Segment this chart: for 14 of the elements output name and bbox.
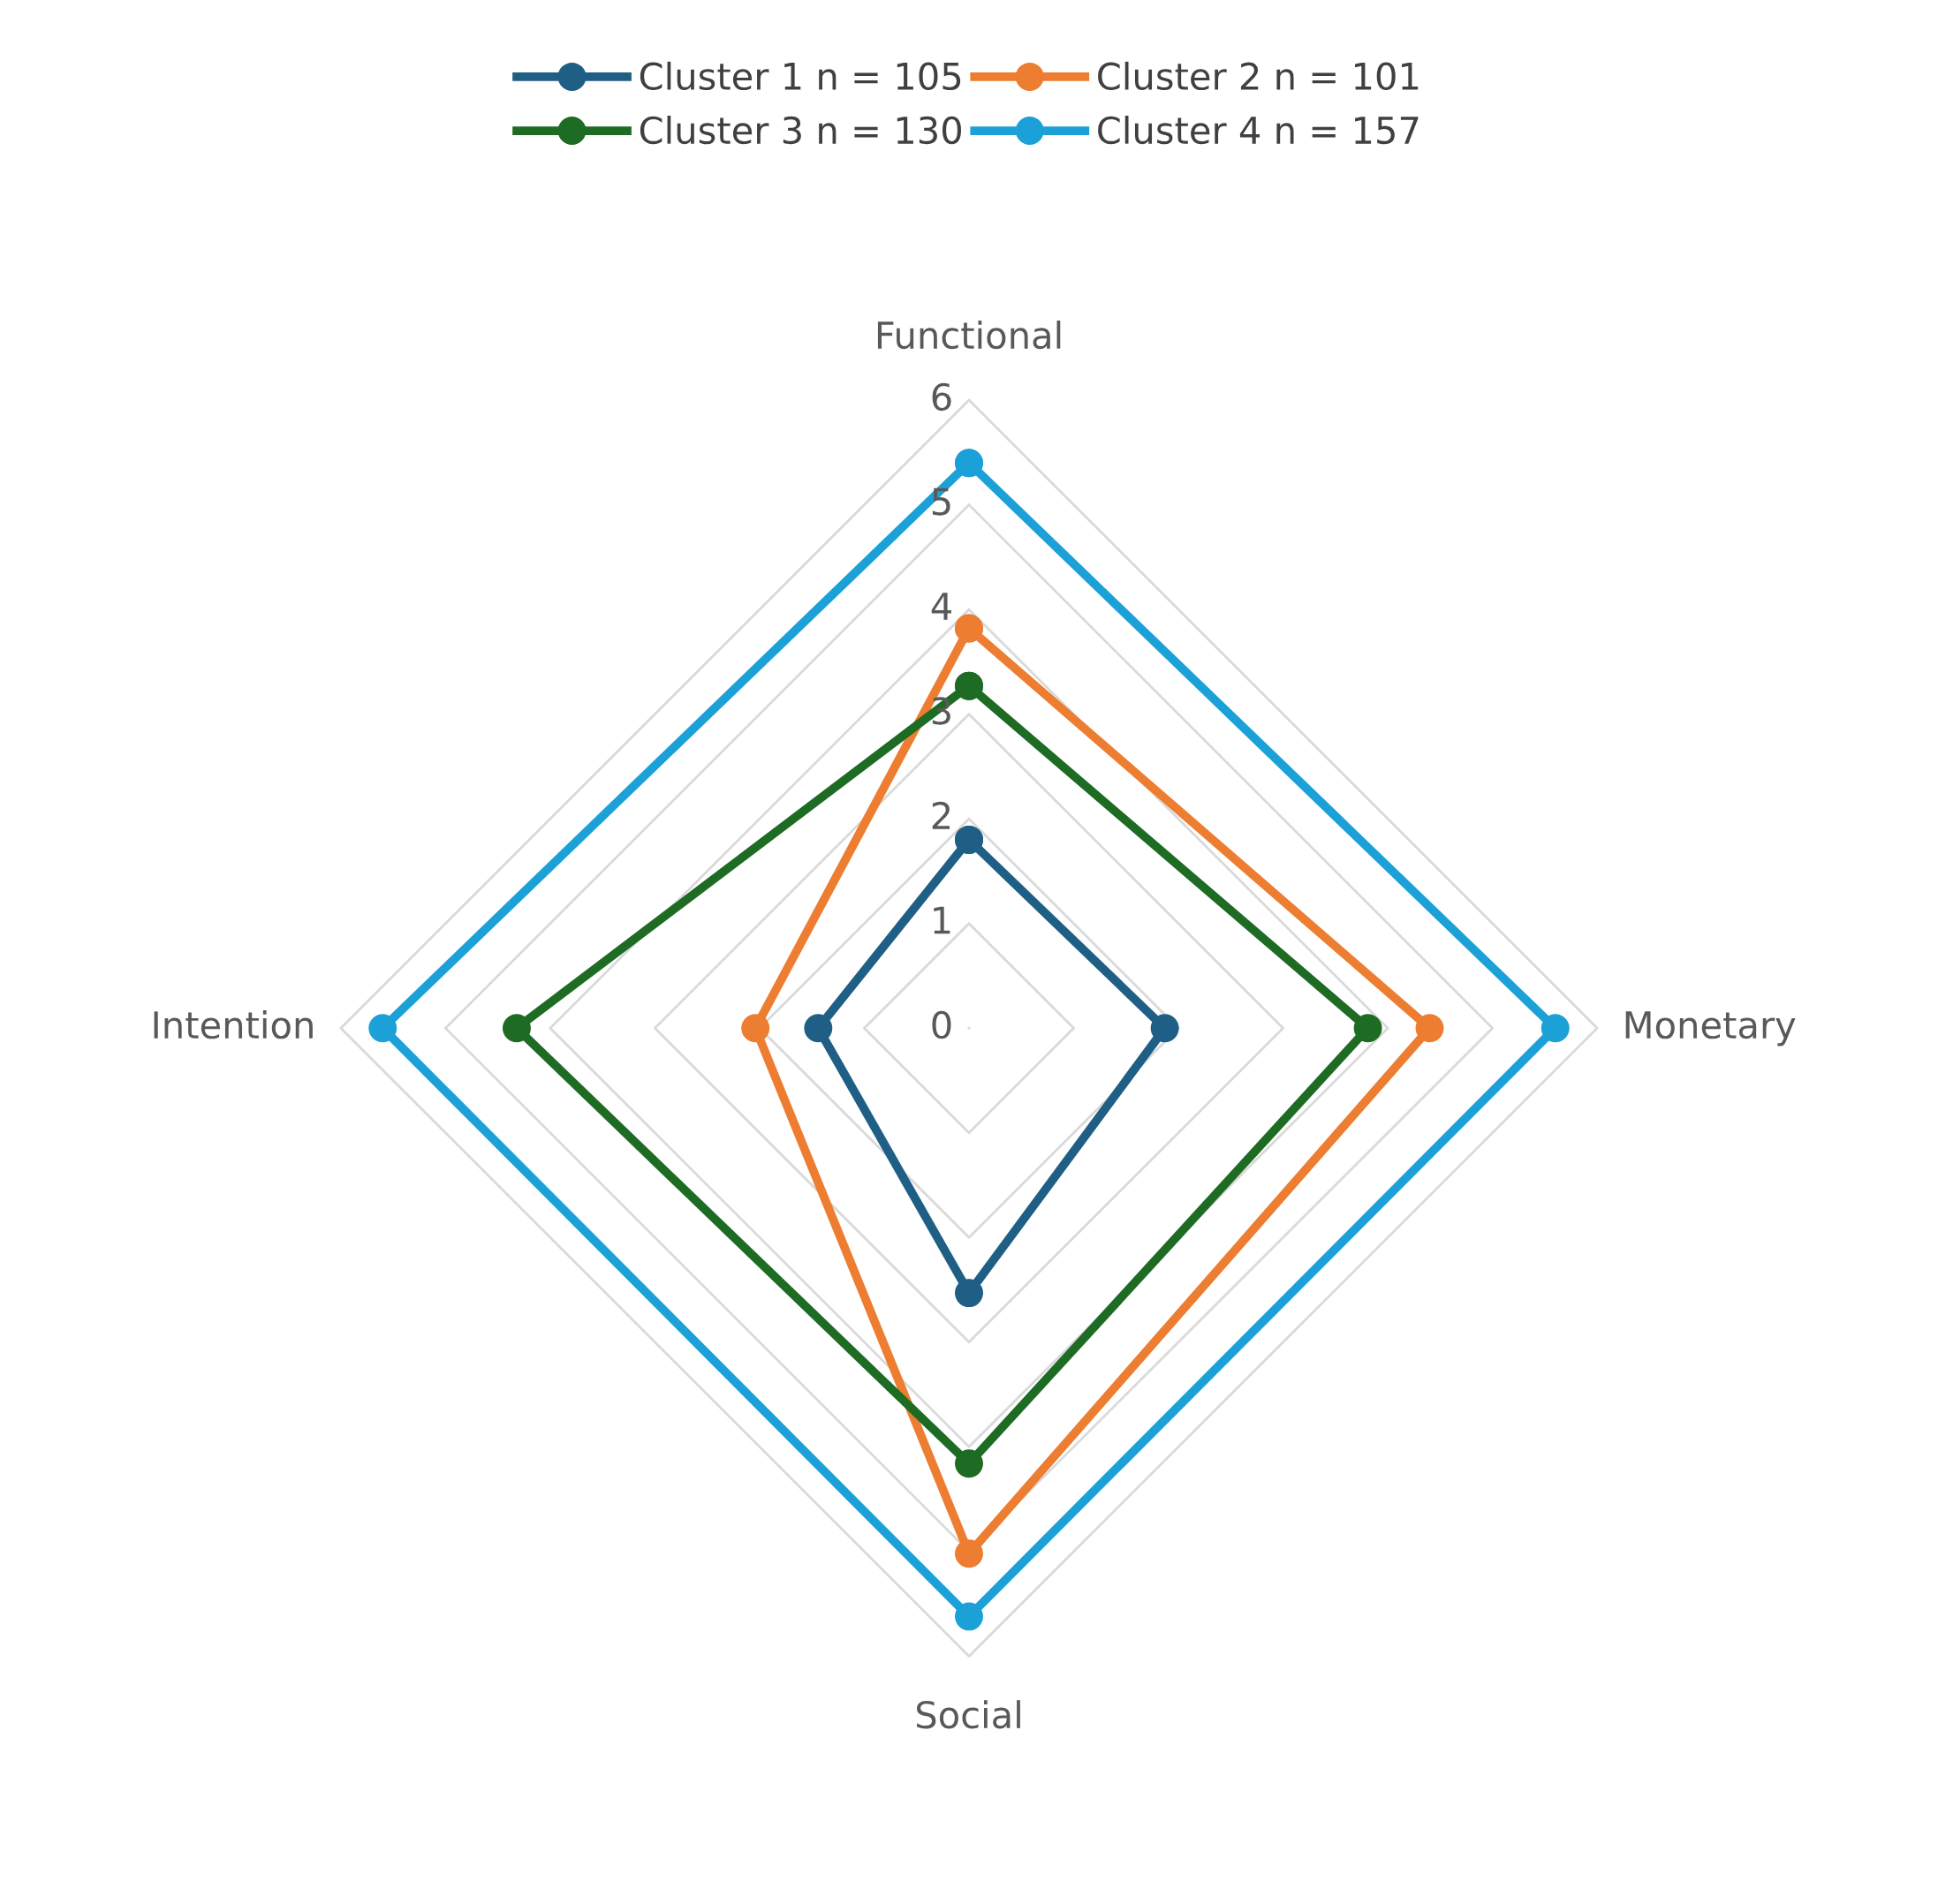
- spoke-label: Intention: [154, 1010, 313, 1039]
- spoke-label: Monetary: [1625, 1011, 1796, 1046]
- spoke-label: Functional: [877, 320, 1061, 350]
- y-tick-label: 2: [932, 801, 950, 829]
- y-tick-label: 1: [934, 906, 950, 934]
- y-tick-label: 5: [932, 487, 950, 516]
- spoke-label: Social: [916, 1700, 1020, 1729]
- legend-label: Cluster 1 n = 105: [640, 61, 961, 91]
- legend-label: Cluster 2 n = 101: [1098, 61, 1419, 91]
- legend-label: Cluster 4 n = 157: [1098, 116, 1419, 145]
- y-tick-label: 6: [932, 382, 951, 412]
- y-tick-label: 0: [932, 1010, 951, 1039]
- y-tick-label: 4: [931, 593, 951, 620]
- legend-label: Cluster 3 n = 130: [640, 116, 961, 145]
